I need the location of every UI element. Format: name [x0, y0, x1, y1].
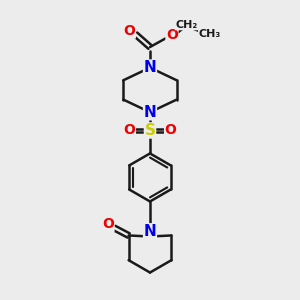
Text: N: N: [144, 105, 156, 120]
Text: CH₂: CH₂: [175, 20, 197, 30]
Text: O: O: [165, 123, 176, 137]
Text: S: S: [145, 123, 155, 138]
Text: N: N: [144, 224, 156, 239]
Text: O: O: [166, 28, 178, 42]
Text: O: O: [124, 123, 135, 137]
Text: O: O: [102, 218, 114, 232]
Text: O: O: [124, 24, 135, 38]
Text: N: N: [144, 60, 156, 75]
Text: CH₃: CH₃: [199, 29, 221, 39]
